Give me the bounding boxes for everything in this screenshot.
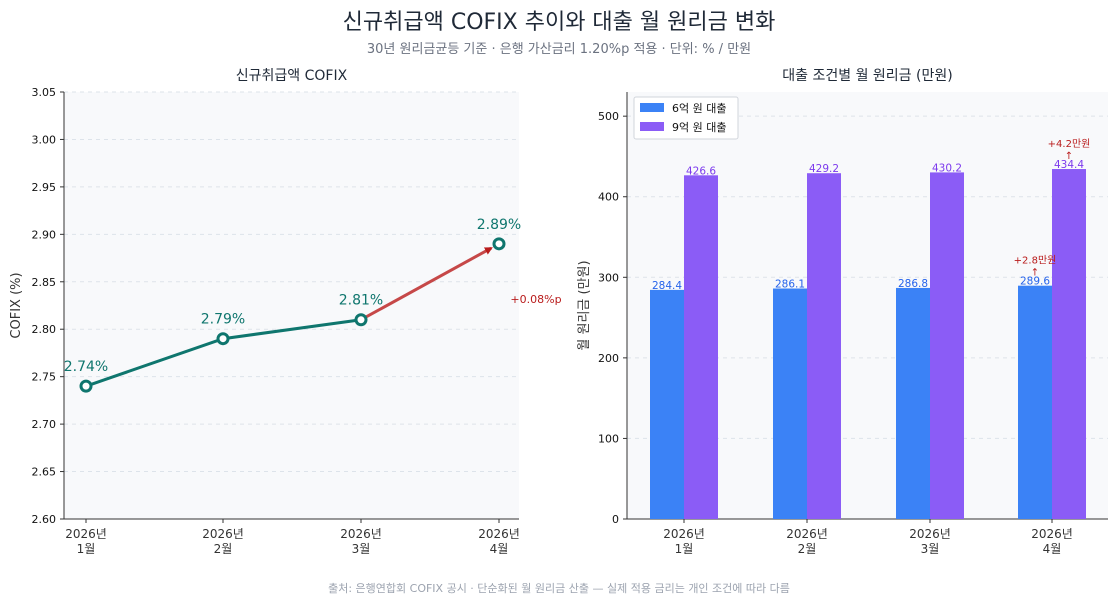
line-panel-background [64, 92, 519, 519]
line-ytick-label: 2.75 [32, 371, 57, 384]
line-ytick-label: 3.00 [32, 133, 57, 146]
line-ytick-label: 2.60 [32, 513, 57, 526]
cofix-data-point [354, 313, 368, 327]
bar-6-loan [650, 289, 684, 519]
line-ytick-label: 2.65 [32, 466, 57, 479]
bar-value-label: 430.2 [932, 162, 962, 174]
bar-change-annotation: +2.8만원 [1014, 255, 1057, 267]
bar-ytick-label: 300 [598, 271, 619, 284]
bar-xtick-label: 1월 [675, 542, 694, 556]
cofix-data-point [216, 332, 230, 346]
cofix-data-point [79, 379, 93, 393]
line-xtick-label: 1월 [77, 542, 96, 556]
bar-xtick-label: 2월 [798, 542, 817, 556]
cofix-data-label: 2.74% [64, 359, 108, 375]
cofix-change-annotation: +0.08%p [510, 293, 561, 306]
bar-xtick-label: 2026년 [909, 527, 951, 541]
bar-value-label: 286.8 [898, 278, 928, 290]
line-xtick-label: 3월 [352, 542, 371, 556]
bar-value-label: 284.4 [652, 280, 682, 292]
cofix-data-label: 2.89% [477, 217, 521, 233]
line-ytick-label: 2.90 [32, 228, 57, 241]
bar-change-annotation-arrow: ↑ [1065, 151, 1073, 162]
line-ytick-label: 3.05 [32, 86, 57, 99]
bar-6-loan [773, 288, 807, 519]
bar-legend-label: 9억 원 대출 [672, 121, 726, 134]
line-chart-title: 신규취급액 COFIX [236, 68, 348, 84]
line-xtick-label: 2026년 [202, 527, 244, 541]
bar-9-loan [807, 173, 841, 519]
bar-ytick-label: 200 [598, 352, 619, 365]
line-ytick-label: 2.70 [32, 418, 57, 431]
bar-value-label: 426.6 [686, 165, 716, 177]
bar-xtick-label: 2026년 [663, 527, 705, 541]
bar-ytick-label: 500 [598, 110, 619, 123]
line-xtick-label: 4월 [490, 542, 509, 556]
bar-legend-swatch [640, 122, 664, 131]
cofix-data-label: 2.79% [201, 312, 245, 328]
bar-value-label: 289.6 [1020, 276, 1050, 288]
bar-legend: 6억 원 대출 9억 원 대출 [633, 96, 739, 140]
bar-xtick-label: 2026년 [1031, 527, 1073, 541]
bar-value-label: 286.1 [775, 279, 805, 291]
bar-6-loan [1018, 285, 1052, 519]
bar-change-annotation: +4.2만원 [1048, 138, 1091, 150]
bar-xtick-label: 4월 [1043, 542, 1062, 556]
cofix-data-point [492, 237, 506, 251]
cofix-change-arrow [360, 246, 493, 322]
bar-ytick-label: 100 [598, 432, 619, 445]
bar-xtick-label: 2026년 [786, 527, 828, 541]
bar-legend-label: 6억 원 대출 [672, 102, 726, 115]
bar-value-label: 429.2 [809, 163, 839, 175]
cofix-data-label: 2.81% [339, 293, 383, 309]
bar-ytick-label: 400 [598, 191, 619, 204]
line-y-axis-label: COFIX (%) [9, 272, 24, 338]
bar-6-loan [896, 287, 930, 519]
line-ytick-label: 2.85 [32, 276, 57, 289]
bar-value-label: 434.4 [1054, 159, 1084, 171]
line-xtick-label: 2026년 [65, 527, 107, 541]
line-xtick-label: 2026년 [340, 527, 382, 541]
bar-9-loan [1052, 169, 1086, 520]
line-ytick-label: 2.95 [32, 181, 57, 194]
bar-xtick-label: 3월 [921, 542, 940, 556]
bar-9-loan [930, 172, 964, 519]
bar-y-axis-label: 월 원리금 (만원) [577, 260, 592, 350]
figure-title: 신규취급액 COFIX 추이와 대출 월 원리금 변화 [342, 10, 776, 35]
source-footer: 출처: 은행연합회 COFIX 공시 · 단순화된 월 원리금 산출 — 실제 … [328, 582, 790, 595]
bar-legend-swatch [640, 103, 664, 112]
line-ytick-label: 2.80 [32, 323, 57, 336]
bar-chart-title: 대출 조건별 월 원리금 (만원) [782, 68, 952, 84]
line-xtick-label: 2월 [214, 542, 233, 556]
bar-9-loan [684, 175, 718, 519]
bar-change-annotation-arrow: ↑ [1031, 268, 1039, 279]
line-xtick-label: 2026년 [478, 527, 520, 541]
bar-ytick-label: 0 [612, 513, 619, 526]
figure-subtitle: 30년 원리금균등 기준 · 은행 가산금리 1.20%p 적용 · 단위: %… [366, 42, 752, 57]
